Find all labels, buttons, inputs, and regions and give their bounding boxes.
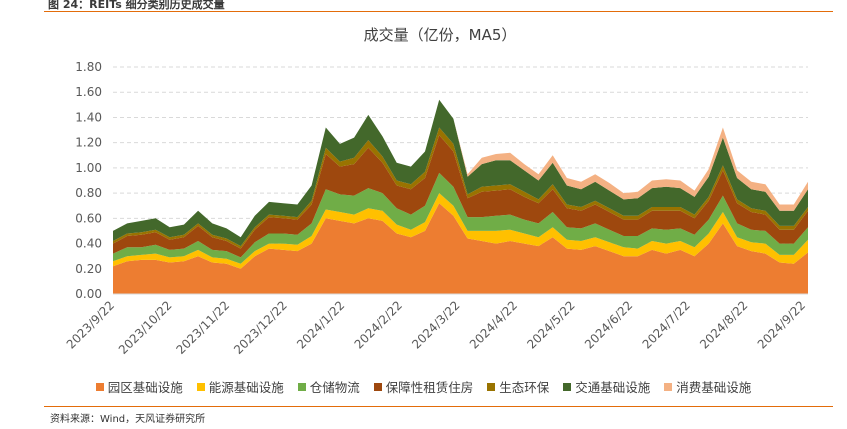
legend-item: 生态环保: [487, 377, 549, 396]
x-tick-label: 2024/9/22: [755, 298, 808, 351]
legend-label: 消费基础设施: [676, 380, 752, 395]
y-tick-label: 0.20: [75, 262, 102, 276]
area-能源基础设施: [113, 193, 808, 269]
area-series: [113, 99, 808, 294]
legend-item: 园区基础设施: [95, 377, 183, 396]
y-tick-label: 1.20: [75, 136, 102, 150]
legend-swatch: [664, 382, 673, 391]
legend-item: 保障性租赁住房: [373, 377, 474, 396]
x-tick-label: 2024/6/22: [582, 298, 635, 351]
x-tick-label: 2024/2/22: [352, 298, 405, 351]
x-tick-label: 2024/7/22: [640, 298, 693, 351]
x-tick-label: 2024/3/22: [409, 298, 462, 351]
area-仓储物流: [113, 172, 808, 264]
y-tick-label: 1.60: [75, 85, 102, 99]
y-axis-tick-labels: 0.00 0.20 0.40 0.60 0.80 1.00 1.20 1.40 1.60 1.80: [75, 60, 102, 301]
legend-swatch: [373, 382, 382, 391]
area-园区基础设施: [113, 203, 808, 294]
x-tick-label: 2024/1/22: [294, 298, 347, 351]
figure-caption: 图 24：REITs 细分类别历史成交量: [48, 0, 225, 11]
x-tick-label: 2024/8/22: [697, 298, 750, 351]
legend-label: 仓储物流: [309, 380, 360, 395]
legend-swatch: [95, 382, 104, 391]
x-tick-label: 2023/9/22: [64, 298, 117, 351]
y-tick-label: 1.00: [75, 161, 102, 175]
x-tick-label: 2023/10/22: [116, 298, 175, 357]
x-tick-label: 2024/4/22: [467, 298, 520, 351]
legend: 园区基础设施 能源基础设施 仓储物流 保障性租赁住房 生态环保 交通基础设施 消费基础设施: [0, 377, 847, 396]
top-rule: [44, 11, 833, 12]
legend-item: 消费基础设施: [664, 377, 751, 396]
legend-label: 能源基础设施: [208, 380, 284, 395]
legend-label: 交通基础设施: [575, 380, 651, 395]
legend-swatch: [563, 382, 572, 391]
legend-label: 园区基础设施: [107, 380, 183, 395]
y-tick-label: 0.00: [75, 287, 102, 301]
y-tick-label: 0.60: [75, 211, 102, 225]
chart-title: 成交量（亿份，MA5）: [364, 26, 517, 44]
y-tick-label: 1.40: [75, 110, 102, 124]
x-tick-label: 2024/5/22: [524, 298, 577, 351]
x-tick-label: 2023/12/22: [231, 298, 290, 357]
legend-swatch: [297, 382, 306, 391]
legend-item: 交通基础设施: [563, 377, 650, 396]
legend-swatch: [487, 382, 496, 391]
area-保障性租赁住房: [113, 135, 808, 258]
legend-label: 生态环保: [499, 380, 550, 395]
legend-item: 能源基础设施: [196, 377, 284, 396]
legend-item: 仓储物流: [297, 377, 360, 396]
y-tick-label: 1.80: [75, 60, 102, 74]
area-生态环保: [113, 127, 808, 249]
legend-label: 保障性租赁住房: [385, 380, 474, 395]
source-note: 资料来源：Wind，天风证券研究所: [50, 414, 206, 425]
legend-swatch: [196, 382, 205, 391]
y-tick-label: 0.80: [75, 186, 102, 200]
y-tick-label: 0.40: [75, 237, 102, 251]
x-tick-label: 2023/11/22: [173, 298, 232, 357]
area-交通基础设施: [113, 99, 808, 247]
bottom-rule: [44, 406, 833, 407]
